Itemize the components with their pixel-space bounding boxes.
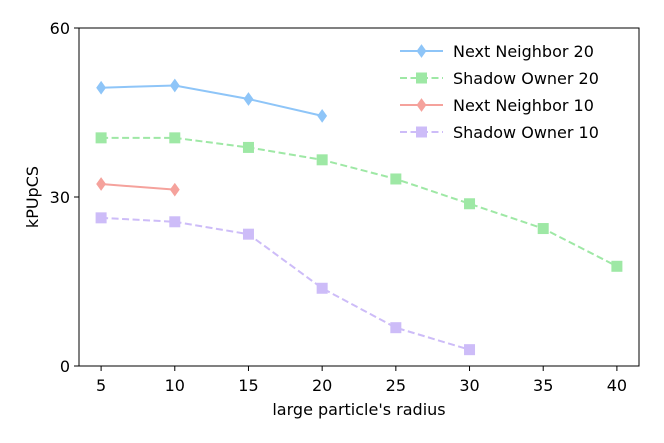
- series-lines: [101, 84, 618, 351]
- data-point: [316, 282, 328, 294]
- legend-marker: [416, 98, 427, 112]
- series-markers: [95, 78, 623, 356]
- data-point: [95, 132, 107, 144]
- x-tick-label: 5: [96, 376, 106, 395]
- legend-marker: [416, 72, 427, 84]
- y-axis-title: kPUpCS: [23, 166, 42, 228]
- x-axis: 5 10 15 20 25 30 35 40: [96, 366, 627, 395]
- legend-marker: [416, 44, 427, 58]
- y-tick-label: 60: [50, 19, 70, 38]
- x-tick-label: 40: [607, 376, 627, 395]
- series-line: [101, 136, 618, 268]
- data-point: [95, 212, 107, 224]
- y-tick-label: 0: [60, 357, 70, 376]
- data-point: [390, 173, 402, 185]
- data-point: [169, 182, 180, 197]
- legend-label: Next Neighbor 10: [453, 96, 594, 115]
- data-point: [169, 78, 180, 93]
- x-tick-label: 30: [459, 376, 479, 395]
- series-line: [101, 216, 470, 351]
- x-tick-label: 15: [238, 376, 258, 395]
- data-point: [464, 344, 476, 356]
- series-line: [101, 183, 175, 191]
- data-point: [242, 228, 254, 240]
- x-tick-label: 25: [386, 376, 406, 395]
- data-point: [243, 92, 254, 106]
- data-point: [96, 177, 107, 191]
- data-point: [537, 223, 549, 235]
- data-point: [390, 322, 402, 334]
- legend-label: Shadow Owner 20: [453, 69, 599, 88]
- legend-label: Shadow Owner 10: [453, 123, 599, 142]
- data-point: [316, 154, 328, 166]
- data-point: [242, 141, 254, 153]
- y-axis: 0 30 60: [50, 19, 79, 376]
- data-point: [169, 216, 181, 228]
- x-tick-label: 20: [312, 376, 332, 395]
- data-point: [169, 132, 181, 144]
- x-tick-label: 35: [533, 376, 553, 395]
- x-tick-label: 10: [165, 376, 185, 395]
- data-point: [317, 109, 328, 123]
- x-axis-title: large particle's radius: [272, 400, 445, 419]
- data-point: [611, 260, 623, 272]
- legend-marker: [416, 126, 427, 138]
- series-line: [101, 84, 323, 117]
- legend: Next Neighbor 20 Shadow Owner 20 Next Neig…: [400, 42, 599, 142]
- y-tick-label: 30: [50, 188, 70, 207]
- legend-label: Next Neighbor 20: [453, 42, 594, 61]
- data-point: [464, 198, 476, 210]
- data-point: [96, 80, 107, 95]
